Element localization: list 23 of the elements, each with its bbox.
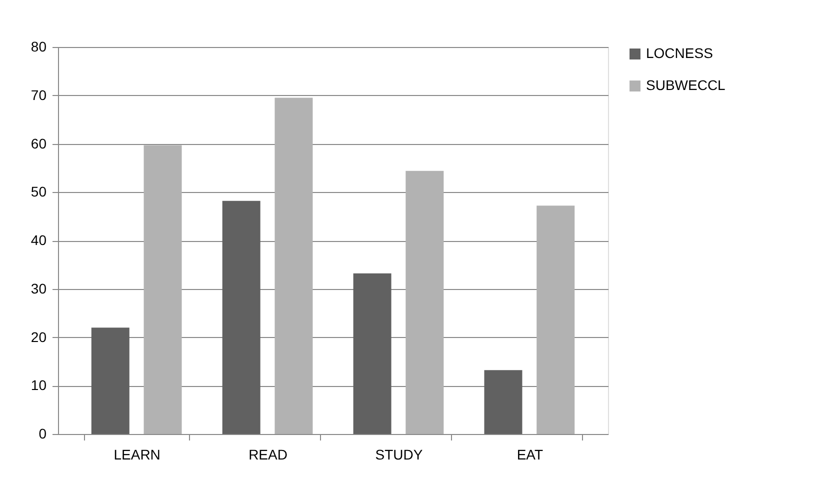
legend-label: LOCNESS xyxy=(646,45,713,61)
x-tick-label: READ xyxy=(248,446,288,462)
y-tick-label: 80 xyxy=(30,38,47,54)
bar xyxy=(144,145,182,434)
bar xyxy=(91,328,130,434)
y-tick-label: 10 xyxy=(30,377,47,394)
x-tick-label: EAT xyxy=(516,446,544,462)
bar xyxy=(222,200,260,434)
y-tick-label: 70 xyxy=(30,86,47,103)
bar xyxy=(274,98,313,434)
x-tick-label: STUDY xyxy=(375,446,424,462)
legend-label: SUBWECCL xyxy=(646,77,726,93)
bar xyxy=(406,170,444,434)
y-tick-label: 40 xyxy=(30,232,47,248)
x-tick-label: LEARN xyxy=(114,446,160,462)
y-tick-label: 0 xyxy=(38,426,47,442)
y-tick-label: 20 xyxy=(30,328,47,345)
y-tick-label: 30 xyxy=(30,280,47,296)
bar xyxy=(536,206,575,434)
y-tick-label: 60 xyxy=(30,135,47,152)
bar xyxy=(484,370,522,434)
bar xyxy=(353,273,392,434)
y-tick-label: 50 xyxy=(30,184,47,200)
